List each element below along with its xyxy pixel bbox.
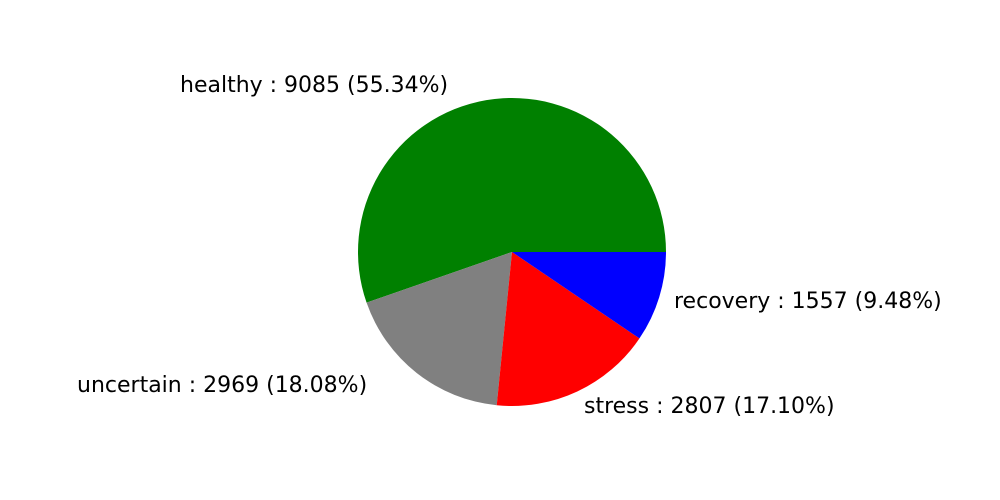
slice-label-healthy: healthy : 9085 (55.34%) [180,73,448,98]
pie-slice-recovery [512,252,666,339]
slice-label-recovery: recovery : 1557 (9.48%) [674,289,942,314]
slice-label-uncertain: uncertain : 2969 (18.08%) [77,373,367,398]
pie-labels: healthy : 9085 (55.34%) uncertain : 2969… [77,73,942,419]
pie-slice-stress [496,252,640,406]
slice-label-stress: stress : 2807 (17.10%) [584,394,835,419]
pie-slice-uncertain [366,252,512,406]
pie-slices [357,97,666,406]
pie-slice-healthy [357,97,666,303]
